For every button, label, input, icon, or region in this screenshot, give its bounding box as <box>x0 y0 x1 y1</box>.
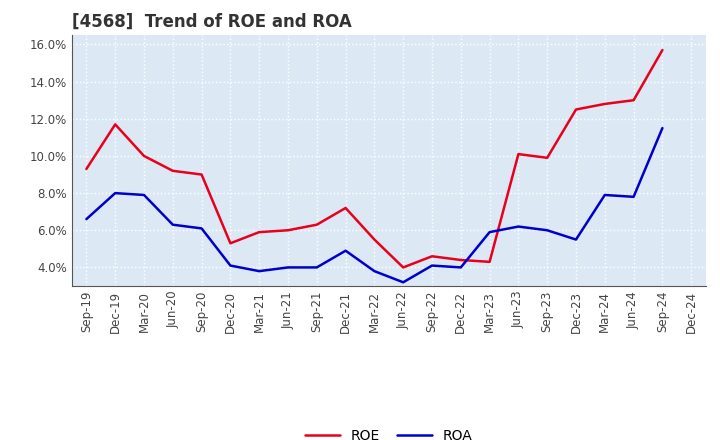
ROA <box>111 191 120 196</box>
ROE <box>456 257 465 263</box>
ROE <box>168 168 177 173</box>
ROE <box>658 48 667 53</box>
ROE <box>111 122 120 127</box>
ROE <box>312 222 321 227</box>
ROE <box>399 265 408 270</box>
ROA <box>485 230 494 235</box>
ROE <box>226 241 235 246</box>
ROE <box>514 151 523 157</box>
Legend: ROE, ROA: ROE, ROA <box>300 423 478 440</box>
ROE <box>485 259 494 264</box>
ROA <box>82 216 91 222</box>
ROE <box>197 172 206 177</box>
ROA <box>658 125 667 131</box>
ROE <box>82 166 91 172</box>
ROA <box>140 192 148 198</box>
Line: ROA: ROA <box>86 128 662 282</box>
ROE <box>543 155 552 161</box>
ROA <box>341 248 350 253</box>
ROE <box>140 153 148 158</box>
ROA <box>197 226 206 231</box>
ROE <box>629 98 638 103</box>
ROE <box>600 101 609 106</box>
ROA <box>456 265 465 270</box>
ROA <box>168 222 177 227</box>
Line: ROE: ROE <box>86 50 662 268</box>
ROA <box>399 280 408 285</box>
ROE <box>370 237 379 242</box>
ROE <box>428 253 436 259</box>
ROE <box>284 227 292 233</box>
ROA <box>600 192 609 198</box>
ROE <box>341 205 350 211</box>
Text: [4568]  Trend of ROE and ROA: [4568] Trend of ROE and ROA <box>72 13 352 31</box>
ROA <box>284 265 292 270</box>
ROA <box>572 237 580 242</box>
ROA <box>514 224 523 229</box>
ROA <box>428 263 436 268</box>
ROA <box>312 265 321 270</box>
ROA <box>226 263 235 268</box>
ROE <box>255 230 264 235</box>
ROA <box>255 268 264 274</box>
ROA <box>629 194 638 199</box>
ROA <box>543 227 552 233</box>
ROE <box>572 107 580 112</box>
ROA <box>370 268 379 274</box>
